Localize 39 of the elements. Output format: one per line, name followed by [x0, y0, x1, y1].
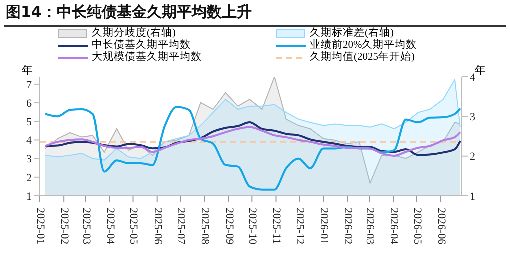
chart-title: 图14：中长纯债基金久期平均数上升 [6, 3, 252, 22]
y-tick-label: 6 [26, 98, 32, 110]
legend-label: 大规模债基久期平均数 [92, 52, 202, 64]
y-tick-label: 4 [26, 135, 32, 148]
x-tick-label: 2025-11 [270, 208, 283, 244]
x-tick-label: 2025-07 [175, 208, 188, 246]
x-tick-label: 2026-05 [411, 208, 424, 246]
x-tick-label: 2026-02 [342, 208, 354, 245]
y-tick-label: 7 [26, 79, 32, 92]
legend-label: 中长债基久期平均数 [92, 40, 191, 51]
x-tick-label: 2025-09 [223, 208, 236, 246]
x-tick-label: 2025-06 [152, 208, 164, 246]
x-tick-label: 2026-06 [435, 208, 448, 246]
legend-label: 久期标准差(右轴) [310, 28, 394, 39]
y-tick-label: 2 [26, 172, 32, 184]
x-tick-label: 2025-01 [34, 208, 46, 245]
y2-tick-label: 4 [470, 72, 476, 84]
y2-tick-label: 2 [470, 151, 476, 164]
x-tick-label: 2025-10 [246, 208, 259, 246]
legend-label: 久期均值(2025年开始) [310, 52, 415, 64]
y2-tick-label: 1 [470, 190, 476, 203]
y-tick-label: 3 [26, 154, 32, 166]
y2-axis-title: 年 [475, 64, 486, 77]
line-series [44, 106, 462, 191]
x-tick-label: 2026-04 [388, 208, 400, 246]
x-tick-label: 2025-02 [58, 208, 71, 245]
legend-label: 久期分歧度(右轴) [92, 28, 176, 39]
x-tick-label: 2025-08 [199, 208, 212, 246]
y-axis-title: 年 [22, 64, 33, 78]
y2-tick-label: 3 [470, 112, 476, 124]
x-tick-label: 2025-03 [80, 208, 92, 246]
x-tick-label: 2025-04 [104, 208, 116, 246]
legend-label: 业绩前20%久期平均数 [310, 40, 418, 52]
x-tick-label: 2026-01 [318, 208, 330, 245]
y-tick-label: 5 [26, 116, 32, 129]
x-tick-label: 2026-03 [364, 208, 376, 246]
y-tick-label: 1 [26, 190, 32, 203]
x-tick-label: 2025-12 [294, 208, 306, 245]
x-tick-label: 2025-05 [128, 208, 140, 246]
